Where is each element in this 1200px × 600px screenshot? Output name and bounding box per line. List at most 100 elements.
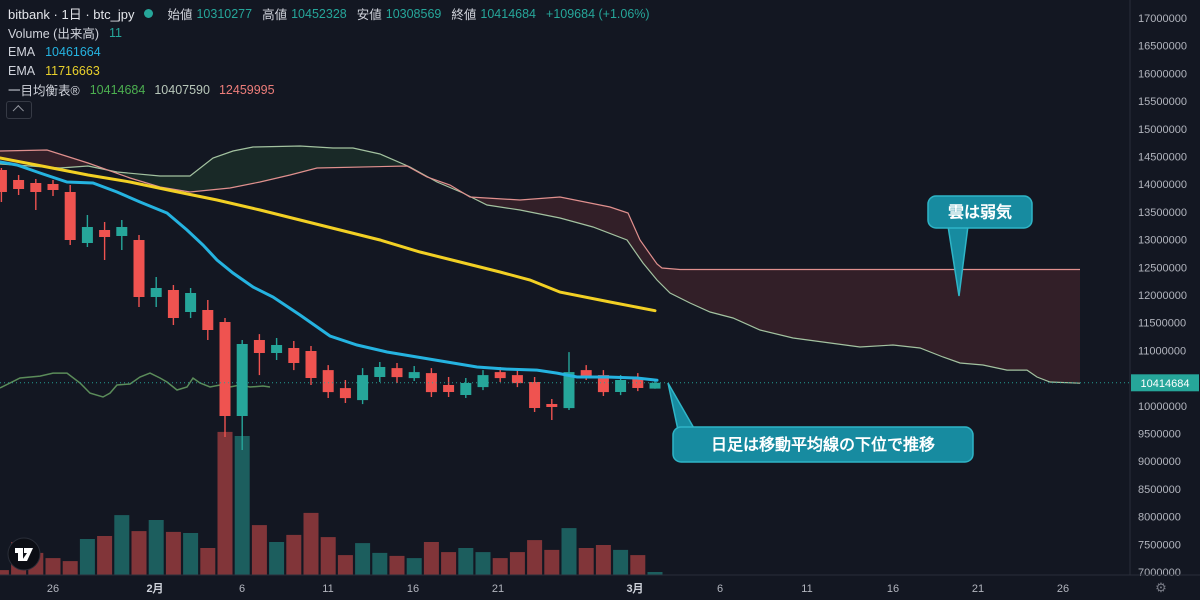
candle-body <box>0 170 7 192</box>
price-axis-label: 8000000 <box>1138 512 1181 524</box>
volume-bar <box>527 540 543 575</box>
volume-bar <box>423 542 439 575</box>
volume-legend-row[interactable]: Volume (出来高) 11 <box>8 23 650 42</box>
volume-bar <box>458 548 474 575</box>
candle-body <box>580 370 592 378</box>
price-axis-label: 7000000 <box>1138 567 1181 579</box>
candle-body <box>288 348 300 363</box>
ema-fast-legend-row[interactable]: EMA 10461664 <box>8 42 650 61</box>
price-axis-label: 13000000 <box>1138 235 1187 247</box>
volume-bar <box>217 431 233 575</box>
time-axis-pane[interactable]: 26 2月 6 11 16 21 3月 6 11 16 21 26 <box>0 574 1200 595</box>
close-label: 終値 <box>451 8 477 22</box>
time-axis-label: 6 <box>239 583 245 595</box>
ema-layer <box>0 156 659 382</box>
high-label: 高値 <box>262 8 288 22</box>
time-axis-label: 2月 <box>146 582 163 595</box>
candle-body <box>185 293 197 312</box>
time-axis-label: 11 <box>801 583 812 595</box>
candle-body <box>460 383 472 395</box>
cloud-callout[interactable]: 雲は弱気 <box>927 195 1033 297</box>
candle-body <box>236 344 248 416</box>
price-axis-label: 9000000 <box>1138 456 1181 468</box>
price-axis-label: 11500000 <box>1138 318 1186 330</box>
candle-body <box>219 322 231 416</box>
price-axis-label: 12500000 <box>1138 262 1187 274</box>
time-axis-label: 21 <box>492 583 504 595</box>
ema-fast-label: EMA <box>8 44 36 59</box>
volume-bar <box>114 515 130 575</box>
market-status-dot-icon <box>144 9 154 18</box>
price-axis-label: 13500000 <box>1138 207 1187 219</box>
ichimoku-label: 一目均衡表® <box>8 84 80 98</box>
current-price-badge <box>1131 374 1199 392</box>
price-axis-label: 10000000 <box>1138 401 1187 413</box>
volume-bar <box>183 533 199 575</box>
symbol-legend-row[interactable]: bitbank · 1日 · btc_jpy 始値 10310277 高値 10… <box>8 4 650 23</box>
senkou-b-line <box>0 149 1080 271</box>
price-axis-pane[interactable]: 17000000 16500000 16000000 15500000 15000000… <box>1129 0 1199 595</box>
volume-bar <box>441 552 457 575</box>
volume-bar <box>286 534 302 575</box>
volume-bar <box>200 548 216 575</box>
price-axis-label: 9500000 <box>1138 429 1181 441</box>
ichimoku-legend-row[interactable]: 一目均衡表® 10414684 10407590 12459995 <box>8 80 650 99</box>
volume-bar <box>389 555 405 575</box>
time-axis-label: 3月 <box>626 582 643 595</box>
candle-body <box>133 240 145 297</box>
candle-body <box>357 375 369 401</box>
candle-body <box>494 372 506 379</box>
ichimoku-value-2: 10407590 <box>154 82 210 97</box>
price-axis-label: 11000000 <box>1138 345 1186 357</box>
volume-indicator-label: Volume (出来高) <box>8 27 99 41</box>
candle-body <box>443 385 455 392</box>
candle-body <box>529 382 541 408</box>
candle-body <box>563 372 575 409</box>
candle-body <box>99 230 111 237</box>
candle-body <box>391 368 403 378</box>
ma-callout-tail <box>667 382 697 431</box>
ema-fast-value: 10461664 <box>45 44 101 59</box>
price-axis-label: 14000000 <box>1138 179 1187 191</box>
price-scale-settings-icon[interactable]: ⚙ <box>1155 580 1167 595</box>
candle-body <box>649 382 661 389</box>
time-axis-label: 16 <box>407 583 419 595</box>
candle-body <box>167 290 179 318</box>
volume-bar <box>62 561 78 575</box>
candle-body <box>150 288 162 297</box>
close-value: 10414684 <box>480 6 537 21</box>
volume-bar <box>578 548 594 575</box>
candle-body <box>81 227 93 243</box>
ema-slow-legend-row[interactable]: EMA 11716663 <box>8 61 650 80</box>
legend-panel: bitbank · 1日 · btc_jpy 始値 10310277 高値 10… <box>8 4 650 99</box>
ichimoku-value-1: 10414684 <box>89 82 146 97</box>
volume-bar <box>647 572 663 575</box>
open-label: 始値 <box>167 8 193 22</box>
volume-bar <box>372 552 388 575</box>
price-axis-label: 15500000 <box>1138 96 1187 108</box>
legend-collapse-button[interactable] <box>6 101 32 119</box>
price-axis-label: 7500000 <box>1138 539 1181 551</box>
candle-body <box>30 183 42 192</box>
ma-callout[interactable]: 日足は移動平均線の下位で推移 <box>667 382 974 463</box>
low-label: 安値 <box>356 8 382 22</box>
ema-fast-line <box>0 160 659 382</box>
ema-slow-value: 11716663 <box>45 63 100 78</box>
candle-body <box>511 375 523 384</box>
candle-body <box>408 372 420 379</box>
volume-bar <box>234 436 250 575</box>
price-axis-label: 14500000 <box>1138 152 1187 164</box>
volume-bar <box>630 555 646 575</box>
volume-bar <box>79 539 95 575</box>
candles <box>0 168 661 450</box>
candle-body <box>271 345 283 353</box>
change-value: +109684 (+1.06%) <box>546 6 650 21</box>
high-value: 10452328 <box>291 6 347 21</box>
volume-bar <box>337 555 353 575</box>
tradingview-logo-icon[interactable] <box>6 536 42 572</box>
cloud-callout-text: 雲は弱気 <box>948 203 1012 222</box>
cloud-fill-bear <box>408 166 1080 384</box>
